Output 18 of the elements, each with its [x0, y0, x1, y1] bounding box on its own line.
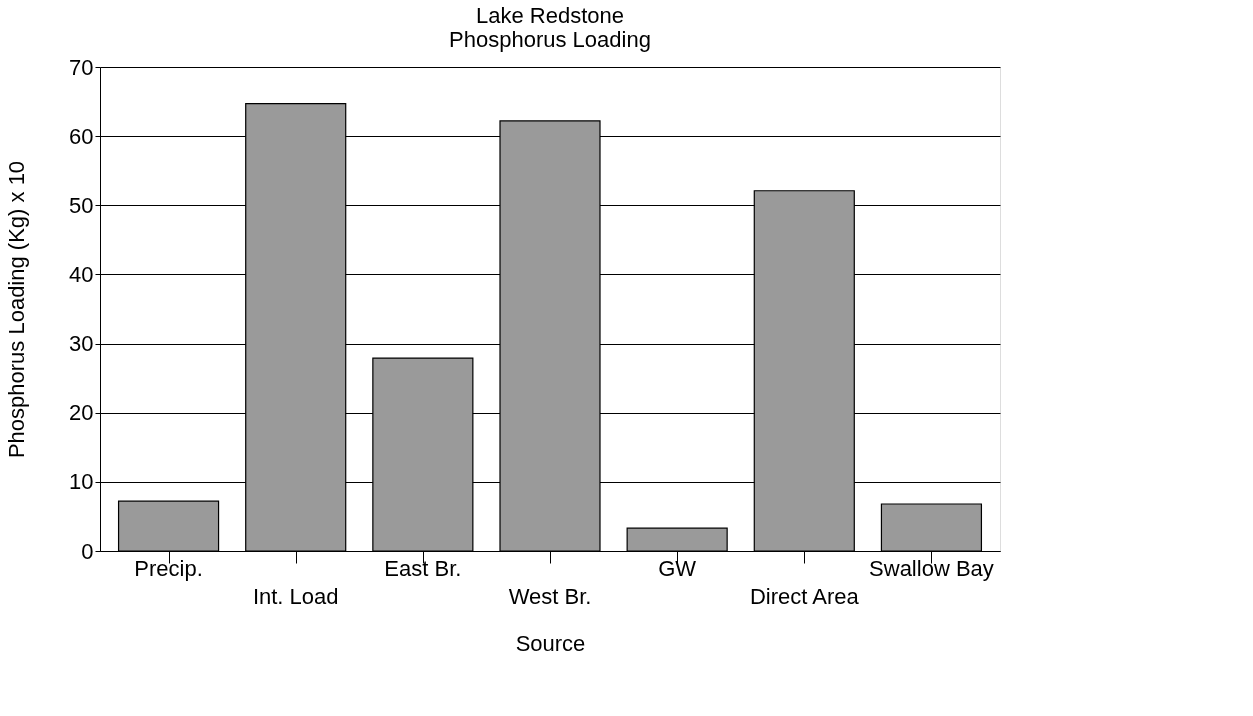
x-tick-label: Precip. [134, 556, 203, 581]
y-tick-label: 50 [69, 192, 94, 218]
chart-title: Lake Redstone Phosphorus Loading [449, 3, 651, 52]
x-tick-label: Int. Load [252, 584, 339, 609]
x-tick-label: Direct Area [749, 584, 860, 609]
x-tick-label: Swallow Bay [869, 556, 994, 581]
y-tick-label: 0 [81, 538, 94, 564]
y-axis-title: Phosphorus Loading (Kg) x 10 [4, 160, 30, 459]
y-tick-label: 60 [69, 123, 94, 149]
x-tick-label: East Br. [384, 556, 462, 581]
y-tick-label: 40 [69, 261, 94, 287]
y-tick-label: 70 [69, 54, 94, 80]
y-tick-label: 20 [69, 400, 94, 426]
x-tick-label: GW [658, 556, 697, 581]
y-tick-label: 10 [69, 469, 94, 495]
y-tick-label: 30 [69, 331, 94, 357]
x-tick-label: West Br. [508, 584, 592, 609]
x-axis-title: Source [515, 631, 586, 656]
